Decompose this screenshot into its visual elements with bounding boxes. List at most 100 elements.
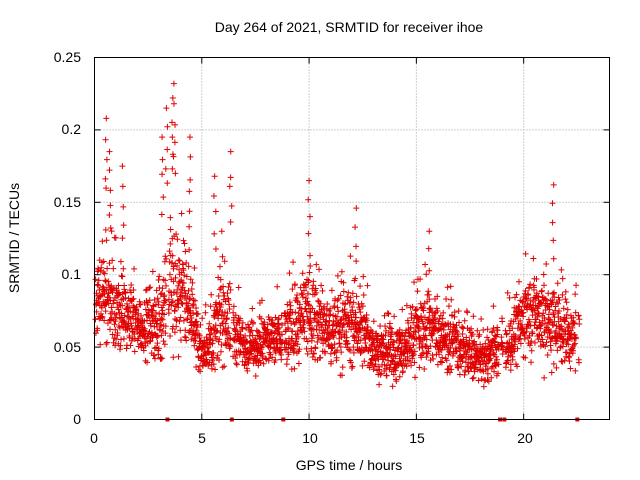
data-point-307 bbox=[147, 322, 154, 329]
data-point-1560 bbox=[382, 365, 389, 372]
data-point-2528 bbox=[563, 311, 570, 318]
data-point-1139 bbox=[306, 302, 313, 309]
data-point-965 bbox=[272, 357, 279, 363]
data-point-59 bbox=[102, 308, 109, 315]
data-point-1364 bbox=[347, 347, 354, 354]
data-point-1594 bbox=[389, 329, 396, 336]
data-point-1750 bbox=[417, 335, 424, 342]
data-point-1345 bbox=[343, 334, 350, 341]
data-point-1521 bbox=[375, 363, 382, 370]
data-point-1047 bbox=[289, 328, 296, 335]
data-point-115 bbox=[112, 234, 119, 241]
data-point-386 bbox=[162, 253, 169, 260]
data-point-35 bbox=[98, 264, 105, 271]
data-point-353 bbox=[156, 310, 163, 317]
data-point-233 bbox=[134, 323, 141, 330]
data-point-381 bbox=[161, 292, 168, 299]
data-point-352 bbox=[156, 273, 163, 280]
data-point-2175 bbox=[495, 370, 502, 377]
data-point-543 bbox=[193, 363, 200, 370]
data-point-1431 bbox=[359, 362, 366, 369]
data-point-839 bbox=[249, 305, 256, 312]
data-point-1130 bbox=[304, 298, 311, 305]
data-point-1912 bbox=[446, 369, 453, 376]
data-point-2545 bbox=[566, 350, 573, 357]
data-point-62 bbox=[103, 340, 110, 347]
data-point-1133 bbox=[304, 290, 311, 297]
data-point-1524 bbox=[376, 366, 383, 373]
data-point-1376 bbox=[349, 307, 356, 314]
data-point-2143 bbox=[489, 343, 496, 350]
data-point-622 bbox=[207, 303, 214, 310]
data-point-140 bbox=[117, 342, 124, 349]
data-point-2083 bbox=[478, 316, 485, 323]
data-point-1313 bbox=[337, 343, 344, 350]
data-point-459 bbox=[177, 289, 184, 296]
data-point-1315 bbox=[338, 349, 345, 356]
data-point-1850 bbox=[435, 320, 442, 327]
data-point-892 bbox=[258, 297, 265, 304]
data-point-414 bbox=[169, 252, 176, 259]
data-point-325 bbox=[151, 352, 158, 359]
data-point-1630 bbox=[395, 362, 402, 369]
data-point-2518 bbox=[561, 318, 568, 325]
data-point-2277 bbox=[517, 340, 524, 347]
data-point-749 bbox=[232, 312, 239, 319]
data-point-1343 bbox=[343, 328, 350, 335]
data-point-1973 bbox=[458, 363, 465, 370]
data-point-1588 bbox=[388, 325, 395, 332]
data-point-975 bbox=[274, 283, 281, 290]
data-point-peak-1 bbox=[106, 148, 113, 155]
data-point-1048 bbox=[289, 286, 296, 293]
data-point-492 bbox=[183, 273, 190, 280]
data-point-peak-1-3 bbox=[107, 202, 114, 209]
data-point-1547 bbox=[380, 336, 387, 343]
data-point-1319 bbox=[338, 268, 345, 275]
data-point-493 bbox=[184, 316, 191, 323]
y-tick-label-0: 0 bbox=[73, 411, 81, 427]
data-point-1766 bbox=[420, 307, 427, 314]
data-point-1945 bbox=[453, 327, 460, 334]
data-point-1405 bbox=[354, 340, 361, 347]
data-point-434 bbox=[173, 323, 180, 330]
data-point-2441 bbox=[547, 328, 554, 335]
data-point-2069 bbox=[475, 333, 482, 340]
data-point-458 bbox=[177, 314, 184, 321]
plot-frame bbox=[94, 57, 610, 420]
data-point-1553 bbox=[381, 312, 388, 319]
data-point-107 bbox=[111, 321, 118, 328]
data-point-2527 bbox=[563, 299, 570, 306]
data-point-1929 bbox=[450, 321, 457, 328]
data-point-1575 bbox=[385, 311, 392, 318]
data-point-303 bbox=[147, 284, 154, 291]
data-point-2257 bbox=[514, 313, 521, 320]
data-point-2222 bbox=[507, 361, 514, 368]
data-point-2262 bbox=[515, 303, 522, 310]
data-point-504 bbox=[186, 246, 193, 253]
data-point-1369 bbox=[348, 359, 355, 366]
data-point-1678 bbox=[404, 353, 411, 360]
data-point-202 bbox=[128, 337, 135, 344]
data-point-436 bbox=[173, 317, 180, 324]
data-point-625 bbox=[208, 291, 215, 298]
data-point-724 bbox=[226, 330, 233, 337]
data-point-2404 bbox=[541, 374, 548, 381]
data-point-1031 bbox=[286, 270, 293, 277]
data-point-1299 bbox=[335, 308, 342, 315]
data-point-2495 bbox=[557, 315, 564, 322]
data-point-2395 bbox=[539, 336, 546, 343]
data-point-1597 bbox=[389, 383, 396, 390]
data-point-2440 bbox=[547, 338, 554, 345]
data-point-4 bbox=[92, 276, 99, 283]
data-point-2122 bbox=[485, 336, 492, 343]
data-point-1754 bbox=[418, 354, 425, 361]
data-point-2345 bbox=[530, 255, 537, 262]
data-point-1396 bbox=[352, 314, 359, 321]
data-point-92 bbox=[108, 228, 115, 235]
data-point-58 bbox=[102, 301, 109, 308]
data-point-268 bbox=[140, 347, 147, 354]
data-point-peak-11-4 bbox=[426, 305, 433, 312]
data-point-2562 bbox=[570, 347, 577, 354]
data-point-1798 bbox=[426, 296, 433, 303]
